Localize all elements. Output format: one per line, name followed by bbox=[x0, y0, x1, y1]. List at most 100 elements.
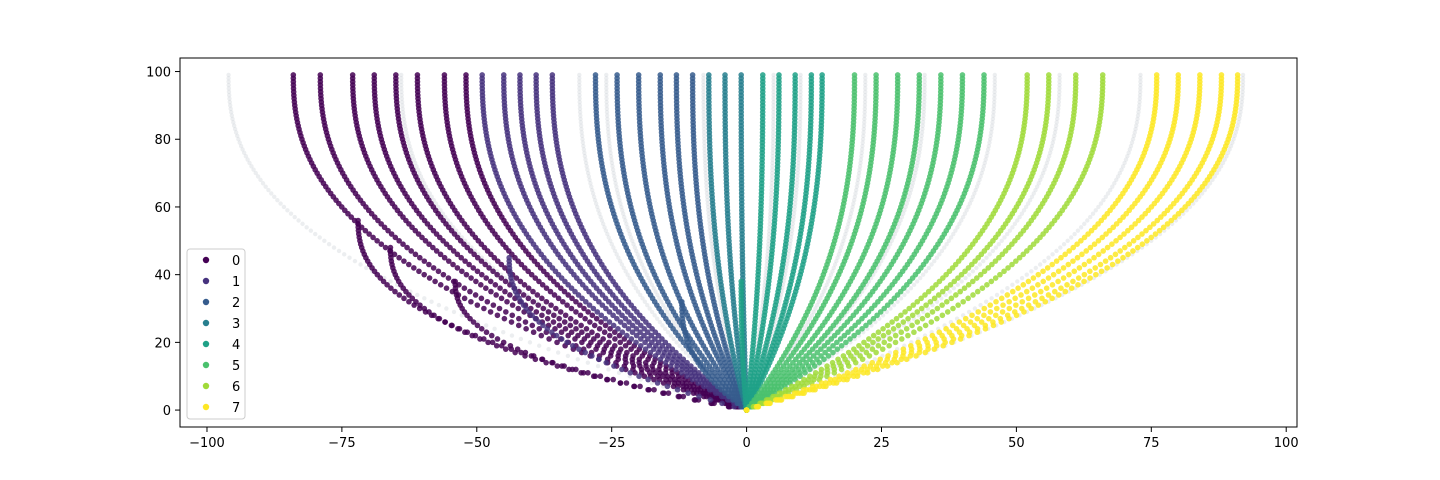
data-point bbox=[633, 339, 639, 346]
data-point bbox=[851, 201, 856, 206]
data-point bbox=[918, 143, 923, 149]
data-point bbox=[406, 140, 411, 145]
data-point bbox=[738, 278, 744, 285]
data-point bbox=[638, 258, 643, 264]
data-point bbox=[916, 153, 921, 159]
data-point bbox=[770, 150, 775, 155]
data-point bbox=[1042, 167, 1047, 172]
data-point bbox=[1057, 93, 1062, 98]
data-point bbox=[494, 336, 501, 342]
data-point bbox=[838, 245, 844, 250]
data-point bbox=[1050, 252, 1055, 257]
data-point bbox=[652, 336, 658, 342]
data-point bbox=[539, 295, 545, 302]
data-point bbox=[789, 231, 794, 237]
data-point bbox=[701, 116, 706, 122]
data-point bbox=[631, 241, 636, 247]
data-point bbox=[463, 72, 469, 78]
data-point bbox=[987, 140, 992, 145]
data-point bbox=[644, 272, 650, 277]
data-point bbox=[604, 93, 609, 98]
data-point bbox=[1029, 269, 1034, 274]
data-point bbox=[946, 238, 952, 244]
data-point bbox=[401, 113, 406, 118]
data-point bbox=[1126, 150, 1131, 155]
data-point bbox=[770, 143, 776, 149]
data-point bbox=[610, 312, 616, 319]
data-point bbox=[856, 170, 862, 176]
data-point bbox=[851, 197, 857, 203]
data-point bbox=[981, 164, 987, 169]
data-point bbox=[506, 254, 512, 261]
data-point bbox=[1129, 140, 1135, 145]
data-point bbox=[763, 269, 769, 274]
data-point bbox=[577, 89, 582, 95]
data-point bbox=[575, 292, 582, 298]
series-5-branch bbox=[743, 72, 858, 413]
data-point bbox=[1057, 76, 1062, 81]
data-point bbox=[794, 181, 800, 186]
data-point bbox=[610, 376, 617, 383]
data-point bbox=[399, 79, 404, 84]
data-point bbox=[601, 329, 608, 336]
data-point bbox=[819, 72, 825, 78]
data-point bbox=[615, 326, 621, 332]
data-point bbox=[1105, 191, 1111, 196]
data-point bbox=[245, 157, 250, 162]
data-point bbox=[615, 191, 621, 196]
data-point bbox=[617, 197, 622, 203]
data-point bbox=[947, 289, 952, 294]
data-point bbox=[461, 295, 468, 302]
data-point bbox=[1134, 123, 1139, 128]
data-point bbox=[1057, 86, 1062, 91]
data-point bbox=[768, 211, 773, 216]
data-point bbox=[714, 275, 719, 281]
data-point bbox=[792, 208, 797, 213]
data-point bbox=[769, 187, 774, 193]
data-point bbox=[845, 329, 851, 336]
data-point bbox=[911, 177, 916, 183]
data-point bbox=[767, 228, 772, 233]
data-point bbox=[588, 181, 593, 186]
data-point bbox=[855, 329, 861, 336]
data-point bbox=[766, 231, 772, 237]
data-point bbox=[814, 349, 821, 356]
data-point bbox=[580, 137, 585, 142]
data-point bbox=[606, 235, 611, 240]
data-point bbox=[575, 332, 581, 339]
data-point bbox=[1047, 150, 1053, 155]
data-point bbox=[921, 116, 926, 122]
data-point bbox=[1056, 96, 1062, 101]
data-point bbox=[441, 72, 448, 78]
data-point bbox=[862, 109, 867, 115]
data-point bbox=[630, 238, 635, 244]
data-point bbox=[420, 177, 425, 183]
data-point bbox=[555, 295, 562, 302]
data-point bbox=[647, 279, 653, 284]
data-point bbox=[770, 140, 776, 145]
data-point bbox=[598, 214, 603, 220]
data-point bbox=[701, 82, 706, 88]
data-point bbox=[410, 153, 415, 159]
data-point bbox=[788, 238, 793, 244]
data-point bbox=[1239, 103, 1244, 108]
data-point bbox=[703, 167, 708, 172]
data-point bbox=[616, 370, 622, 376]
data-point bbox=[484, 298, 491, 305]
data-point bbox=[669, 346, 676, 352]
data-point bbox=[1038, 177, 1043, 183]
data-point bbox=[374, 238, 380, 244]
data-point bbox=[415, 292, 420, 298]
data-point bbox=[1114, 177, 1119, 183]
data-point bbox=[837, 248, 843, 254]
data-point bbox=[612, 336, 618, 342]
data-point bbox=[515, 322, 522, 329]
data-point bbox=[863, 72, 868, 78]
faded-branch bbox=[744, 72, 776, 413]
data-point bbox=[530, 329, 537, 336]
data-point bbox=[884, 302, 891, 308]
data-point bbox=[822, 349, 828, 356]
data-point bbox=[583, 160, 589, 166]
data-point bbox=[782, 272, 788, 277]
data-point bbox=[844, 228, 849, 233]
